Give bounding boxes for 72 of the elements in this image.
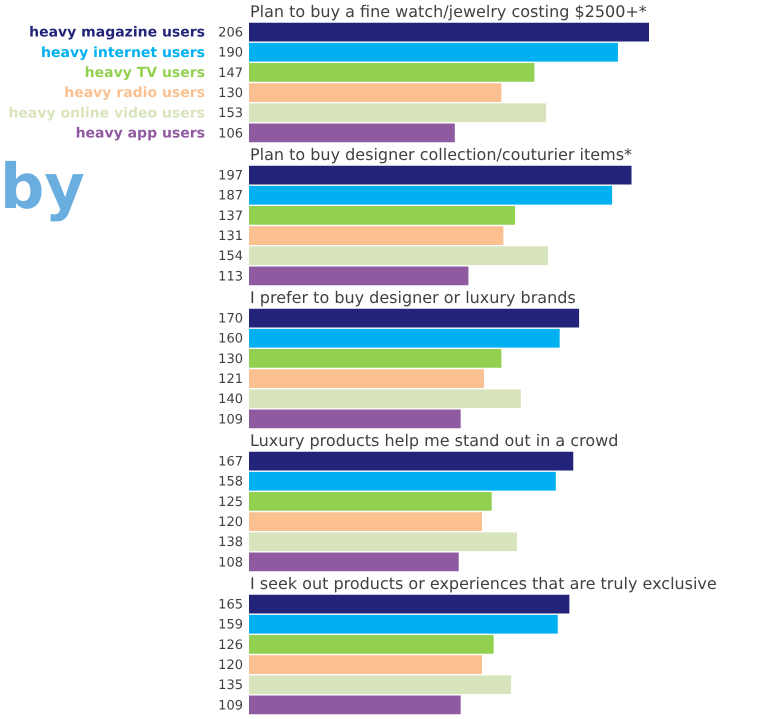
data-label: 130 <box>218 86 243 101</box>
bar <box>249 63 534 82</box>
data-label: 170 <box>218 311 243 326</box>
data-label: 153 <box>218 106 243 122</box>
data-label: 109 <box>218 412 243 428</box>
chart-title: Plan to buy a fine watch/jewelry costing $2500+* <box>250 2 647 21</box>
bar <box>249 492 492 511</box>
data-label: 135 <box>218 678 243 694</box>
data-label: 106 <box>218 126 243 142</box>
data-label: 187 <box>218 188 243 204</box>
y-tick-label: heavy internet users <box>41 44 205 61</box>
y-tick-label: heavy magazine users <box>29 24 205 41</box>
data-label: 190 <box>218 46 243 61</box>
data-label: 121 <box>218 372 243 387</box>
bar <box>249 186 612 205</box>
data-label: 130 <box>218 352 243 367</box>
data-label: 167 <box>218 454 243 470</box>
data-label: 154 <box>218 249 243 264</box>
data-label: 160 <box>218 332 243 347</box>
data-label: 120 <box>218 658 243 673</box>
chart-title: Plan to buy designer collection/couturier items* <box>250 145 632 164</box>
bar <box>249 369 484 388</box>
data-label: 131 <box>218 228 243 244</box>
data-label: 197 <box>218 168 243 184</box>
bar <box>249 552 459 572</box>
data-label: 206 <box>218 25 243 40</box>
bar <box>249 512 482 531</box>
chart-title: I seek out products or experiences that are truly exclusive <box>250 574 717 593</box>
data-label: 140 <box>218 392 243 408</box>
bar <box>249 328 560 348</box>
bar <box>249 124 455 142</box>
bar <box>249 206 516 225</box>
bar <box>249 166 632 184</box>
data-label: 147 <box>218 66 243 81</box>
bar <box>249 103 546 122</box>
bar <box>249 594 570 614</box>
chart-title: Luxury products help me stand out in a crowd <box>250 431 618 450</box>
text: by <box>0 150 85 223</box>
data-label: 138 <box>218 535 243 550</box>
data-label: 158 <box>218 474 243 490</box>
data-label: 125 <box>218 494 243 510</box>
data-label: 109 <box>218 698 243 714</box>
bar <box>249 614 558 634</box>
data-label: 159 <box>218 618 243 633</box>
bar <box>249 308 580 328</box>
bar <box>249 389 521 408</box>
bar <box>249 349 502 368</box>
data-label: 165 <box>218 597 243 612</box>
data-label: 137 <box>218 208 243 224</box>
bar <box>249 246 548 266</box>
bar <box>249 675 512 694</box>
data-label: 113 <box>218 269 243 284</box>
bar <box>249 532 517 552</box>
bar <box>249 655 482 674</box>
bar <box>249 410 461 428</box>
bar <box>249 83 502 102</box>
bar <box>249 226 504 245</box>
bar <box>249 266 468 286</box>
bar <box>249 696 461 714</box>
data-label: 108 <box>218 555 243 570</box>
bar <box>249 452 574 470</box>
y-tick-label: heavy online video users <box>8 105 205 122</box>
chart-title: I prefer to buy designer or luxury brands <box>250 288 576 307</box>
data-label: 126 <box>218 638 243 653</box>
bar <box>249 42 618 62</box>
bar <box>249 472 556 491</box>
y-tick-label: heavy TV users <box>84 65 205 82</box>
bar <box>249 635 494 654</box>
y-tick-label: heavy radio users <box>64 85 205 102</box>
y-tick-label: heavy app users <box>76 126 205 142</box>
data-label: 120 <box>218 514 243 530</box>
bar <box>249 22 649 42</box>
